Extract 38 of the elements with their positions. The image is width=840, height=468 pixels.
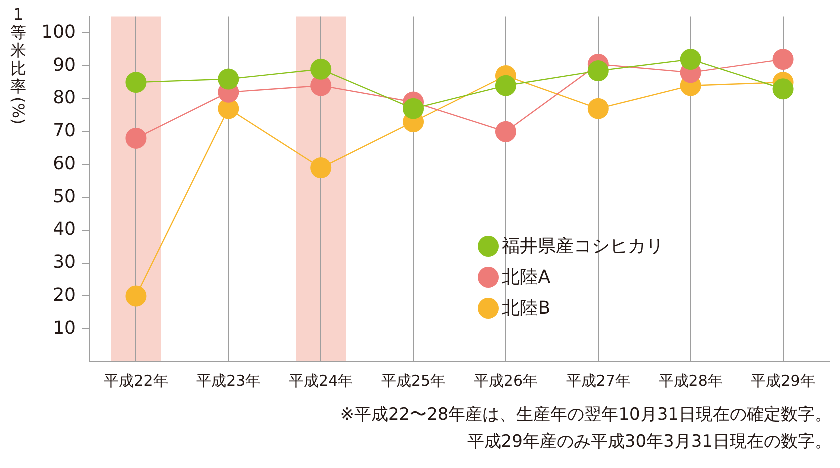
legend-label: 北陸A — [502, 266, 551, 290]
point — [588, 98, 609, 120]
point — [588, 60, 609, 82]
y-tick-label: 90 — [53, 54, 76, 76]
x-tick-label: 平成28年 — [658, 372, 723, 390]
point — [126, 72, 147, 94]
point — [126, 286, 147, 307]
x-tick-label: 平成26年 — [474, 372, 538, 390]
y-tick-label: 20 — [53, 284, 76, 306]
x-tick-label: 平成25年 — [381, 372, 446, 390]
y-tick-label: 10 — [53, 318, 76, 339]
point — [495, 121, 516, 142]
x-tick-label: 平成23年 — [196, 372, 261, 390]
y-tick-label: 50 — [53, 186, 76, 208]
legend-label: 北陸B — [502, 297, 551, 320]
y-axis-title: 1等米比率(%) — [9, 5, 28, 125]
y-tick-label: 30 — [53, 252, 76, 274]
x-tick-label: 平成24年 — [289, 372, 354, 390]
x-tick-label: 平成29年 — [751, 372, 816, 390]
y-tick-label: 70 — [53, 120, 76, 142]
point — [126, 128, 147, 149]
point — [772, 49, 794, 70]
text: ※平成22〜28年産は、生産年の翌年10月31日現在の確定数字。 — [340, 404, 832, 427]
point — [772, 78, 794, 100]
point — [680, 49, 702, 70]
point — [495, 75, 516, 96]
text: 平成29年産のみ平成30年3月31日現在の数字。 — [466, 431, 832, 454]
point — [403, 98, 424, 120]
point — [218, 68, 240, 90]
x-tick-label: 平成22年 — [104, 372, 168, 390]
y-tick-label: 60 — [53, 153, 76, 174]
legend-label: 福井県産コシヒカリ — [502, 235, 664, 258]
point — [310, 58, 332, 80]
y-tick-label: 100 — [42, 22, 76, 43]
y-tick-label: 40 — [53, 219, 76, 240]
point — [310, 158, 332, 179]
x-tick-label: 平成27年 — [566, 372, 630, 390]
y-tick-label: 80 — [53, 88, 76, 109]
